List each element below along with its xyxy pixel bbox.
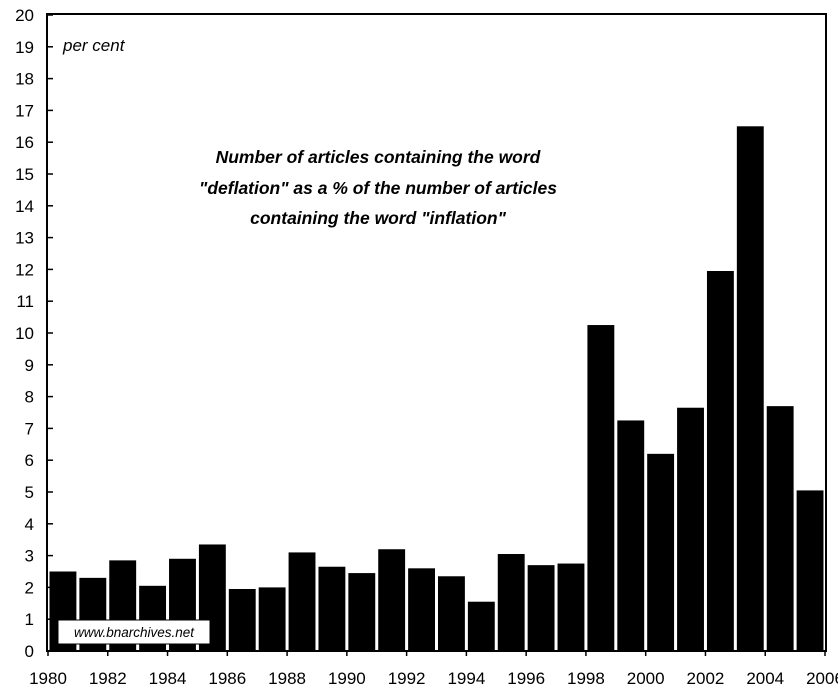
bar-1988	[288, 552, 316, 651]
bar-1995	[497, 554, 525, 651]
y-tick-label-20: 20	[15, 6, 34, 25]
bar-2003	[736, 126, 764, 652]
bar-1989	[318, 566, 346, 651]
bar-1990	[348, 573, 376, 651]
y-tick-label-18: 18	[15, 70, 34, 89]
x-tick-label-1992: 1992	[388, 669, 426, 688]
x-tick-label-1994: 1994	[447, 669, 485, 688]
x-tick-label-1982: 1982	[89, 669, 127, 688]
bar-1999	[617, 420, 645, 651]
x-tick-label-1980: 1980	[29, 669, 67, 688]
bar-1996	[527, 565, 555, 651]
x-tick-label-1998: 1998	[567, 669, 605, 688]
chart-title: Number of articles containing the word "…	[199, 147, 557, 228]
bar-2002	[706, 270, 734, 651]
asterisk-note: *	[781, 455, 792, 485]
bar-1991	[378, 549, 406, 651]
y-tick-label-8: 8	[25, 388, 34, 407]
y-tick-label-13: 13	[15, 229, 34, 248]
y-tick-label-16: 16	[15, 133, 34, 152]
x-tick-label-1996: 1996	[507, 669, 545, 688]
y-tick-label-0: 0	[25, 642, 34, 661]
bar-1993	[438, 576, 465, 651]
bar-1987	[258, 587, 286, 651]
bar-2004	[766, 406, 794, 651]
y-tick-label-6: 6	[25, 451, 34, 470]
x-tick-label-2004: 2004	[746, 669, 784, 688]
x-tick-label-2006: 2006	[806, 669, 838, 688]
y-tick-label-7: 7	[25, 419, 34, 438]
x-tick-label-2000: 2000	[627, 669, 665, 688]
y-tick-label-4: 4	[25, 515, 34, 534]
y-tick-label-12: 12	[15, 260, 34, 279]
unit-label: per cent	[62, 36, 126, 55]
watermark-box	[57, 619, 211, 645]
y-tick-label-2: 2	[25, 578, 34, 597]
x-axis: 1980 1982 1984 1986 1988 1990 1992 1994 1996 1998…	[29, 651, 838, 688]
x-tick-label-2002: 2002	[687, 669, 725, 688]
bar-2000	[647, 453, 675, 651]
y-tick-label-1: 1	[25, 610, 34, 629]
x-tick-label-1986: 1986	[208, 669, 246, 688]
chart-title-line-3: containing the word "inflation"	[250, 208, 506, 228]
bar-2005	[796, 490, 824, 651]
y-tick-label-11: 11	[16, 292, 34, 311]
bar-1994	[467, 601, 495, 651]
x-tick-label-1984: 1984	[149, 669, 187, 688]
y-tick-label-9: 9	[25, 356, 34, 375]
watermark-text: www.bnarchives.net	[74, 625, 195, 640]
y-tick-label-3: 3	[25, 547, 34, 566]
bar-1986	[228, 588, 256, 651]
x-tick-label-1988: 1988	[268, 669, 306, 688]
watermark: www.bnarchives.net	[57, 619, 211, 645]
bar-1998	[587, 325, 615, 651]
y-tick-label-15: 15	[15, 165, 34, 184]
y-tick-label-10: 10	[15, 324, 34, 343]
y-tick-label-14: 14	[15, 197, 34, 216]
chart-title-line-2: "deflation" as a % of the number of arti…	[199, 178, 557, 198]
chart-title-line-1: Number of articles containing the word	[216, 147, 541, 167]
x-tick-label-1990: 1990	[328, 669, 366, 688]
y-tick-label-17: 17	[15, 101, 34, 120]
bar-1992	[408, 568, 435, 651]
y-tick-label-19: 19	[15, 38, 34, 57]
bar-1997	[557, 563, 585, 651]
bar-2001	[677, 407, 704, 651]
bars	[49, 126, 824, 652]
y-tick-label-5: 5	[25, 483, 34, 502]
